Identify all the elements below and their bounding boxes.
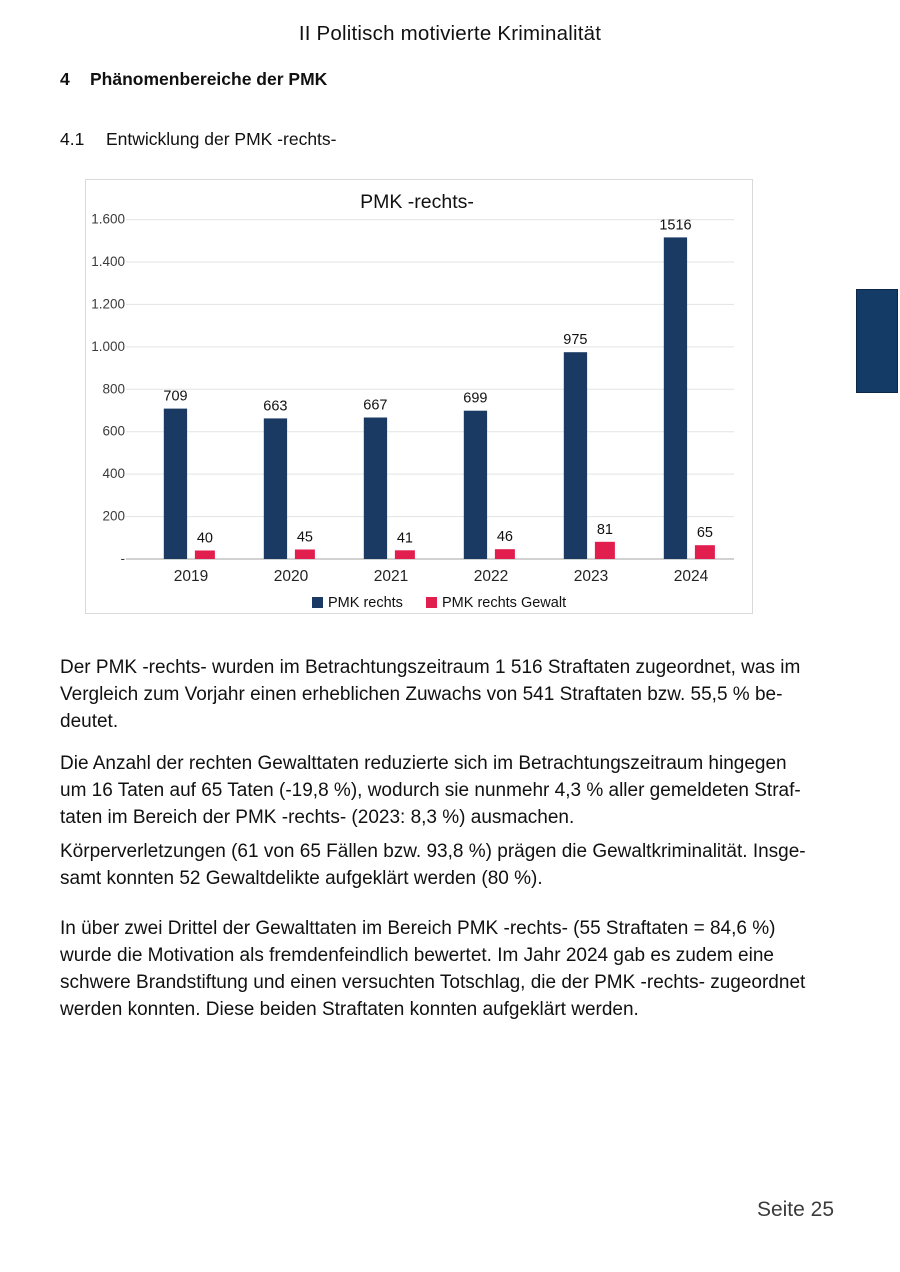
svg-text:45: 45 (297, 530, 313, 546)
svg-text:41: 41 (397, 530, 413, 546)
svg-text:1.000: 1.000 (91, 339, 125, 354)
svg-text:200: 200 (102, 509, 125, 524)
svg-text:400: 400 (102, 466, 125, 481)
svg-text:2024: 2024 (674, 568, 709, 585)
svg-text:709: 709 (163, 389, 187, 405)
svg-text:-: - (121, 551, 126, 566)
svg-text:PMK rechts Gewalt: PMK rechts Gewalt (442, 595, 566, 611)
svg-text:2022: 2022 (474, 568, 508, 585)
svg-text:1.400: 1.400 (91, 254, 125, 269)
svg-text:81: 81 (597, 522, 613, 538)
svg-text:975: 975 (563, 332, 587, 348)
svg-text:65: 65 (697, 525, 713, 541)
svg-text:1.200: 1.200 (91, 296, 125, 311)
svg-text:800: 800 (102, 381, 125, 396)
svg-text:600: 600 (102, 424, 125, 439)
svg-text:2019: 2019 (174, 568, 208, 585)
svg-text:1516: 1516 (659, 217, 691, 233)
svg-text:667: 667 (363, 398, 387, 414)
svg-text:1.600: 1.600 (91, 212, 125, 227)
svg-text:2021: 2021 (374, 568, 408, 585)
svg-text:2020: 2020 (274, 568, 309, 585)
svg-text:PMK -rechts-: PMK -rechts- (360, 191, 474, 213)
svg-text:PMK rechts: PMK rechts (328, 595, 403, 611)
svg-text:663: 663 (263, 398, 287, 414)
svg-text:40: 40 (197, 531, 213, 547)
svg-text:2023: 2023 (574, 568, 608, 585)
svg-text:46: 46 (497, 529, 513, 545)
svg-text:699: 699 (463, 391, 487, 407)
